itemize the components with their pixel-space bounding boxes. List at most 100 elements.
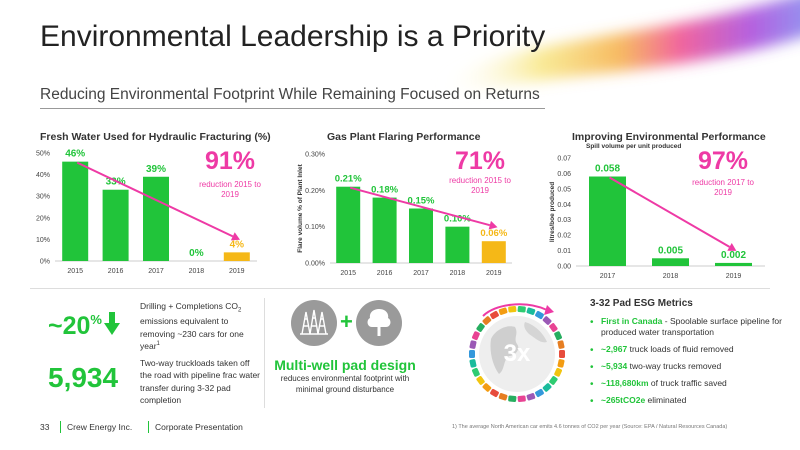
esg-item-text: two-way trucks removed [627, 361, 722, 372]
esg-item: First in Canada - Spoolable surface pipe… [590, 316, 790, 338]
y-tick-label: 0.10% [305, 224, 325, 231]
x-tick-label: 2015 [67, 268, 83, 275]
y-tick-label: 0.02 [557, 233, 571, 240]
esg-item-text: of truck traffic saved [648, 378, 727, 389]
fresh-water-reduction-label: reduction 2015 to 2019 [199, 180, 261, 199]
esg-item-text: - Spoolable surface pipeline for produce… [601, 316, 782, 338]
fresh-water-chart: 0% 10% 20% 30% 40% 50% 46% 2015 33% 2016 39% 2017 0%… [36, 149, 257, 275]
esg-item-highlight: First in Canada [601, 316, 663, 326]
x-tick-label: 2017 [600, 273, 616, 280]
data-label: 0.10% [444, 214, 471, 225]
data-label: 46% [65, 149, 85, 160]
y-tick-label: 40% [36, 172, 50, 179]
trend-arrow [349, 186, 491, 227]
flaring-reduction-value: 71% [454, 147, 506, 175]
truck-mark [490, 388, 499, 398]
data-label: 0.005 [658, 245, 683, 256]
y-tick-label: 30% [36, 194, 50, 201]
truck-mark [549, 323, 558, 332]
bar [62, 161, 89, 261]
page-number: 33 [40, 422, 50, 432]
footer-document: Corporate Presentation [155, 422, 243, 432]
trend-arrow [76, 161, 234, 238]
bar [445, 226, 470, 263]
truck-mark [557, 340, 565, 349]
emissions-value: ~20% [48, 312, 102, 341]
globe-label: 3x [504, 340, 531, 367]
trucks-description: Two-way truckloads taken off the road wi… [140, 358, 261, 405]
esg-item-highlight: ~118,680km [601, 378, 649, 389]
emissions-value-unit: % [90, 312, 102, 327]
data-label: 0.002 [721, 250, 746, 261]
subtitle-rule [40, 108, 545, 109]
chart-title-fresh-water: Fresh Water Used for Hydraulic Fracturin… [40, 131, 271, 143]
flaring-reduction-label: reduction 2015 to 2019 [449, 176, 511, 195]
x-tick-label: 2018 [450, 270, 466, 277]
emissions-text-rest: emissions equivalent to removing ~230 ca… [140, 316, 244, 351]
flaring-chart: 0.00% 0.10% 0.20% 0.30%Flare volume % of Pl… [297, 152, 512, 277]
x-tick-label: 2017 [148, 268, 164, 275]
bar [589, 176, 626, 266]
data-label: 0.058 [595, 164, 620, 175]
y-tick-label: 0% [40, 259, 50, 266]
y-tick-label: 0.05 [557, 186, 571, 193]
fresh-water-reduction-value: 91% [204, 147, 256, 175]
y-tick-label: 10% [36, 237, 50, 244]
truck-mark [469, 359, 477, 368]
x-tick-label: 2015 [340, 270, 356, 277]
footer-separator [60, 421, 61, 433]
truck-mark [554, 331, 562, 341]
y-tick-label: 0.00% [305, 261, 325, 268]
bar [372, 197, 397, 263]
x-tick-label: 2016 [108, 268, 124, 275]
y-axis-label: Flare volume % of Plant Inlet [297, 163, 304, 252]
y-tick-label: 0.06 [557, 171, 571, 178]
truck-mark [542, 316, 552, 325]
trend-arrow-head [230, 232, 241, 241]
esg-item-text: eliminated [645, 395, 687, 406]
x-tick-label: 2017 [413, 270, 429, 277]
truck-mark [542, 383, 552, 392]
y-tick-label: 0.03 [557, 217, 571, 224]
truck-mark [535, 388, 544, 398]
esg-item-text: truck loads of fluid removed [627, 344, 734, 355]
spills-reduction-value: 97% [697, 147, 749, 175]
emissions-value-number: ~20 [48, 312, 91, 340]
slide-subtitle: Reducing Environmental Footprint While R… [40, 86, 540, 103]
truck-mark [476, 376, 485, 385]
data-label: 39% [146, 164, 166, 175]
trend-arrow-head [727, 243, 737, 251]
esg-item-highlight: ~265tCO2e [601, 395, 646, 406]
emissions-co2-subscript: 2 [238, 307, 242, 314]
slide-title: Environmental Leadership is a Priority [40, 20, 546, 53]
truck-mark [554, 367, 562, 377]
esg-item-highlight: ~2,967 [601, 344, 628, 355]
truck-mark [469, 350, 475, 358]
truck-mark [498, 393, 508, 401]
truck-mark [535, 310, 544, 320]
bar [143, 176, 169, 261]
bar [336, 186, 361, 263]
multiwell-description: reduces environmental footprint with min… [280, 374, 410, 394]
truck-mark [526, 393, 536, 401]
data-label: 4% [230, 239, 245, 250]
globe-trucks-icon: 3x [469, 303, 565, 403]
truck-mark [472, 331, 480, 341]
truck-mark [517, 305, 526, 313]
truck-mark [557, 359, 565, 368]
data-label: 0% [189, 248, 204, 259]
footer-separator [148, 421, 149, 433]
esg-item: ~2,967 truck loads of fluid removed [590, 344, 790, 357]
y-tick-label: 0.04 [557, 202, 571, 209]
down-arrow-icon [104, 312, 120, 335]
truck-mark [476, 323, 485, 332]
footer-company: Crew Energy Inc. [67, 422, 133, 432]
y-tick-label: 0.30% [305, 152, 325, 159]
y-tick-label: 50% [36, 151, 50, 158]
multiwell-title: Multi-well pad design [274, 357, 416, 373]
x-tick-label: 2018 [663, 273, 679, 280]
data-label: 33% [106, 177, 126, 188]
footnote: 1) The average North American car emits … [452, 424, 728, 430]
y-tick-label: 0.00 [557, 264, 571, 271]
tree-icon [356, 300, 402, 346]
